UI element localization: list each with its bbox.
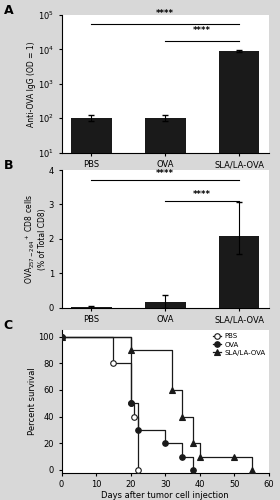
Text: ****: ****	[193, 190, 211, 198]
Bar	[71, 118, 112, 500]
Y-axis label: Percent survival: Percent survival	[28, 368, 37, 435]
Text: ****: ****	[156, 169, 174, 178]
Y-axis label: OVA$_{257-264}$$^+$ CD8 cells
(% of Total CD8): OVA$_{257-264}$$^+$ CD8 cells (% of Tota…	[24, 194, 47, 284]
Bar	[219, 236, 259, 308]
Text: C: C	[4, 318, 13, 332]
Bar	[71, 307, 112, 308]
Bar	[219, 51, 259, 500]
Bar	[145, 302, 186, 308]
X-axis label: Days after tumor cell injection: Days after tumor cell injection	[101, 490, 229, 500]
Text: ****: ****	[156, 9, 174, 18]
Y-axis label: Anti-OVA IgG (OD = 1): Anti-OVA IgG (OD = 1)	[27, 41, 36, 126]
Text: ****: ****	[193, 26, 211, 35]
Legend: PBS, OVA, SLA/LA-OVA: PBS, OVA, SLA/LA-OVA	[213, 334, 265, 355]
Bar	[145, 118, 186, 500]
Text: B: B	[4, 159, 13, 172]
Text: A: A	[4, 4, 13, 17]
